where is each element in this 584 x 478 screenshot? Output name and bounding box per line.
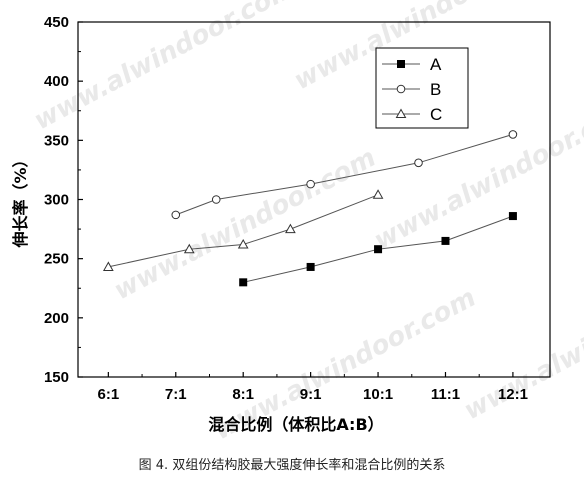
x-tick-label: 8:1	[232, 386, 254, 403]
y-axis-title: 伸长率（%）	[11, 151, 30, 248]
point-marker-circle	[508, 130, 518, 139]
point-marker-circle	[306, 179, 315, 189]
y-tick-label: 150	[44, 369, 69, 386]
series-layer	[102, 130, 518, 287]
point-marker-square	[374, 245, 383, 254]
point-marker-triangle	[395, 108, 407, 118]
point-marker-square	[441, 236, 450, 245]
point-marker-triangle	[285, 223, 296, 234]
point-marker-circle	[414, 158, 423, 168]
y-tick-label: 300	[44, 192, 69, 209]
point-marker-square	[397, 60, 405, 68]
legend: ABC	[375, 47, 469, 129]
y-tick-label: 250	[44, 251, 69, 268]
point-marker-triangle	[237, 238, 249, 249]
x-tick-label: 10:1	[363, 386, 393, 403]
legend-label-B: B	[430, 80, 441, 99]
y-tick-label: 200	[44, 310, 69, 327]
y-axis: 150 200 250 300 350 400 450	[44, 14, 83, 386]
point-marker-circle	[396, 84, 406, 94]
legend-box	[375, 47, 469, 129]
figure-caption: 图 4. 双组份结构胶最大强度伸长率和混合比例的关系	[138, 458, 446, 473]
x-axis: 6:1 7:1 8:1 9:1 10:1 11:1 12:1	[97, 372, 528, 403]
point-marker-square	[508, 212, 517, 221]
point-marker-circle	[171, 210, 181, 220]
legend-label-A: A	[430, 55, 442, 74]
point-marker-square	[306, 262, 315, 271]
series-A	[239, 212, 517, 287]
point-marker-triangle	[372, 189, 384, 199]
point-marker-circle	[211, 195, 221, 204]
chart: www.alwindoor.comwww.alwindoor.comwww.al…	[11, 0, 584, 446]
x-tick-label: 12:1	[498, 386, 528, 403]
x-tick-label: 6:1	[97, 386, 119, 403]
watermark-text: www.alwindoor.com	[29, 0, 301, 136]
point-marker-triangle	[102, 261, 114, 271]
series-C	[102, 189, 384, 271]
series-B	[171, 130, 518, 220]
legend-label-C: C	[430, 105, 442, 124]
x-axis-title: 混合比例（体积比A:B）	[208, 415, 383, 434]
x-tick-label: 7:1	[165, 386, 187, 403]
y-tick-label: 400	[44, 73, 69, 90]
x-tick-label: 11:1	[431, 386, 460, 403]
y-tick-label: 350	[44, 132, 69, 149]
point-marker-triangle	[183, 243, 195, 254]
y-tick-label: 450	[44, 14, 69, 31]
point-marker-square	[239, 278, 248, 287]
x-tick-label: 9:1	[300, 386, 322, 403]
